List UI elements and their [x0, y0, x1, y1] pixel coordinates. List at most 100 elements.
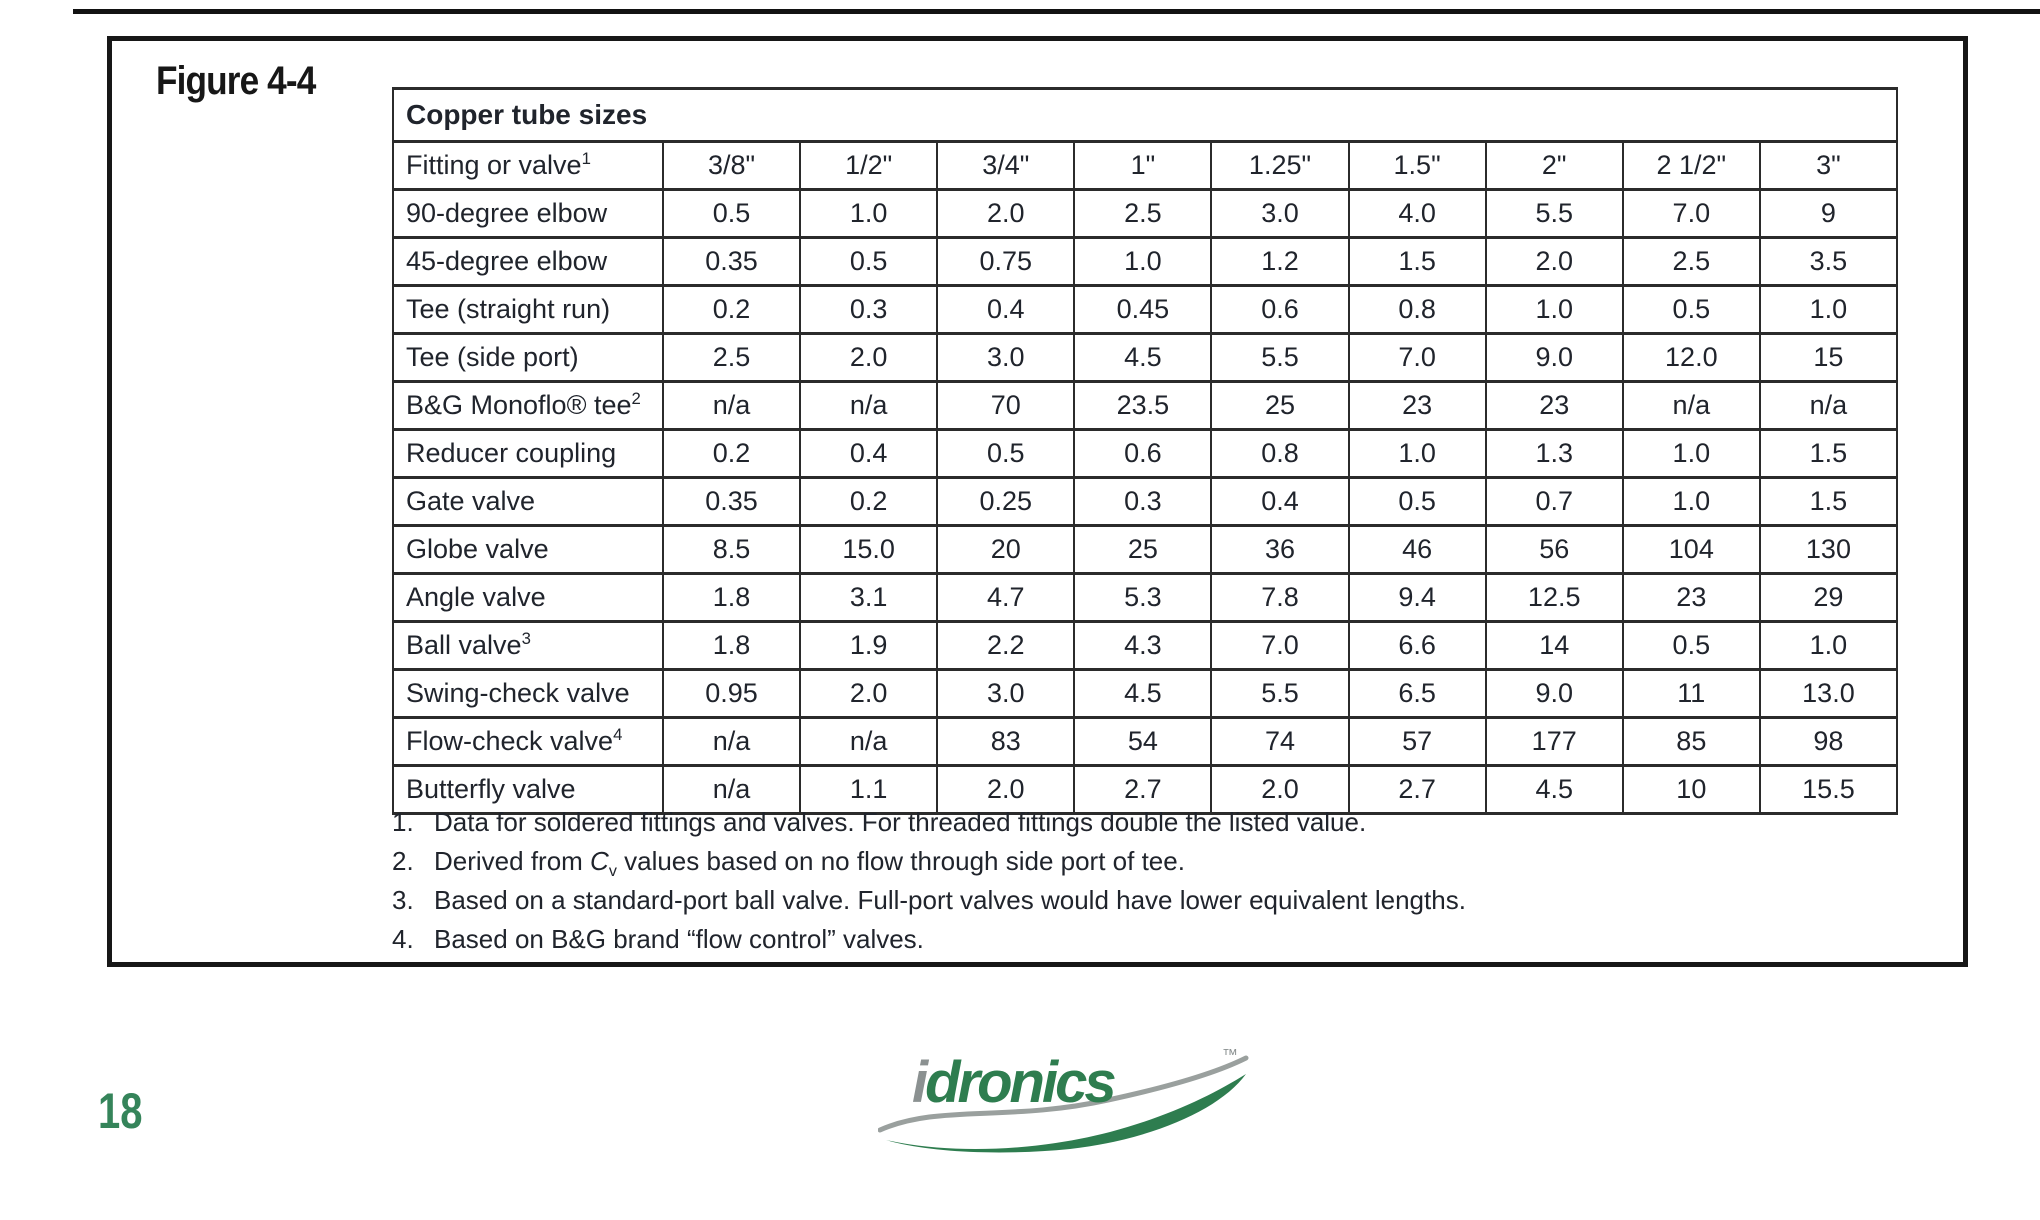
table-cell: 0.75 — [936, 236, 1076, 287]
figure-label: Figure 4-4 — [156, 59, 316, 103]
table-cell: 3.1 — [799, 572, 939, 623]
table-cell: 1.0 — [799, 188, 939, 239]
table-cell: 6.6 — [1347, 620, 1487, 671]
column-header-size: 3" — [1758, 140, 1899, 191]
footnotes: 1. Data for soldered fittings and valves.… — [392, 807, 1842, 963]
footnote-number: 2. — [392, 846, 414, 876]
table-cell: 1.9 — [799, 620, 939, 671]
column-header-size: 2" — [1484, 140, 1624, 191]
table-cell: 85 — [1621, 716, 1761, 767]
footnote-text: Data for soldered fittings and valves. F… — [434, 807, 1367, 837]
row-label: Flow-check valve4 — [392, 716, 664, 767]
table-cell: 0.4 — [936, 284, 1076, 335]
table-cell: 0.5 — [799, 236, 939, 287]
table-cell: 3.0 — [936, 668, 1076, 719]
table-title: Copper tube sizes — [392, 87, 1898, 143]
table-cell: 0.35 — [661, 476, 802, 527]
table-cell: 2.5 — [1073, 188, 1213, 239]
footnote-text: Based on B&G brand “flow control” valves… — [434, 924, 924, 954]
page-number: 18 — [98, 1083, 143, 1139]
page-top-rule — [73, 9, 2040, 14]
table-cell: 1.0 — [1347, 428, 1487, 479]
footnote-number: 4. — [392, 924, 414, 954]
table-cell: 1.5 — [1758, 428, 1899, 479]
table-row: Globe valve 8.5 15.0 20 25 36 46 56 104 130 — [392, 524, 1899, 575]
table-cell: 74 — [1210, 716, 1350, 767]
row-label: 90-degree elbow — [392, 188, 664, 239]
table-cell: 0.45 — [1073, 284, 1213, 335]
table-row: Ball valve3 1.8 1.9 2.2 4.3 7.0 6.6 14 0.5 1.0 — [392, 620, 1899, 671]
row-label: 45-degree elbow — [392, 236, 664, 287]
table-cell: 4.5 — [1484, 764, 1624, 815]
table-cell: 1.2 — [1210, 236, 1350, 287]
table-cell: 0.8 — [1347, 284, 1487, 335]
table-cell: 0.2 — [799, 476, 939, 527]
table-cell: 2.7 — [1073, 764, 1213, 815]
table-cell: 0.6 — [1210, 284, 1350, 335]
table-cell: 5.5 — [1210, 332, 1350, 383]
row-label: Angle valve — [392, 572, 664, 623]
table-cell: 6.5 — [1347, 668, 1487, 719]
footnote: 2. Derived from Cv values based on no flo… — [392, 846, 1842, 881]
table-cell: 0.6 — [1073, 428, 1213, 479]
table-cell: n/a — [661, 764, 802, 815]
table-cell: 0.3 — [1073, 476, 1213, 527]
column-header-size: 1/2" — [799, 140, 939, 191]
row-label: Tee (straight run) — [392, 284, 664, 335]
table-row: 45-degree elbow 0.35 0.5 0.75 1.0 1.2 1.5 2.0 2.… — [392, 236, 1899, 287]
footnote: 1. Data for soldered fittings and valves.… — [392, 807, 1842, 837]
table-cell: 25 — [1073, 524, 1213, 575]
table-cell: 4.3 — [1073, 620, 1213, 671]
row-label: Reducer coupling — [392, 428, 664, 479]
footnote-text: Derived from Cv values based on no flow … — [434, 846, 1185, 881]
column-header-fitting-or-valve: Fitting or valve1 — [392, 140, 664, 191]
table-cell: n/a — [1621, 380, 1761, 431]
table-cell: 104 — [1621, 524, 1761, 575]
table-cell: 0.5 — [1621, 620, 1761, 671]
table-cell: 7.8 — [1210, 572, 1350, 623]
table-cell: n/a — [799, 716, 939, 767]
table-cell: 0.2 — [661, 428, 802, 479]
table-row: Tee (side port) 2.5 2.0 3.0 4.5 5.5 7.0 9.0 12.0… — [392, 332, 1899, 383]
table-cell: 0.4 — [1210, 476, 1350, 527]
table-cell: 1.0 — [1758, 620, 1899, 671]
table-cell: 56 — [1484, 524, 1624, 575]
table-cell: n/a — [661, 380, 802, 431]
table-cell: 2.0 — [936, 188, 1076, 239]
table-cell: 23 — [1484, 380, 1624, 431]
table-cell: 20 — [936, 524, 1076, 575]
logo-swoosh-gray — [877, 1055, 1249, 1133]
table-cell: 0.5 — [936, 428, 1076, 479]
table-cell: 54 — [1073, 716, 1213, 767]
row-label: Swing-check valve — [392, 668, 664, 719]
table-cell: 1.0 — [1484, 284, 1624, 335]
table-cell: 15.5 — [1758, 764, 1899, 815]
table-cell: 2.0 — [799, 668, 939, 719]
footnote: 3. Based on a standard-port ball valve. F… — [392, 885, 1842, 915]
table-cell: 98 — [1758, 716, 1899, 767]
table-title-row: Copper tube sizes — [392, 87, 1898, 143]
table-cell: 12.5 — [1484, 572, 1624, 623]
table-cell: 1.5 — [1347, 236, 1487, 287]
table-cell: 46 — [1347, 524, 1487, 575]
table-row: B&G Monoflo® tee2 n/a n/a 70 23.5 25 23 23 n/a n/… — [392, 380, 1899, 431]
table-cell: n/a — [799, 380, 939, 431]
table-cell: 23 — [1621, 572, 1761, 623]
column-header-size: 2 1/2" — [1621, 140, 1761, 191]
table-cell: 9.0 — [1484, 668, 1624, 719]
table-row: Tee (straight run) 0.2 0.3 0.4 0.45 0.6 0.8 1.0… — [392, 284, 1899, 335]
row-label: B&G Monoflo® tee2 — [392, 380, 664, 431]
table-cell: 9.0 — [1484, 332, 1624, 383]
table-cell: 5.5 — [1484, 188, 1624, 239]
table-cell: 23 — [1347, 380, 1487, 431]
table-cell: 2.5 — [1621, 236, 1761, 287]
table-cell: 25 — [1210, 380, 1350, 431]
table-cell: 2.0 — [1210, 764, 1350, 815]
table-cell: n/a — [1758, 380, 1899, 431]
table-cell: 7.0 — [1347, 332, 1487, 383]
table-cell: 1.1 — [799, 764, 939, 815]
table-cell: 1.0 — [1073, 236, 1213, 287]
table-row: Angle valve 1.8 3.1 4.7 5.3 7.8 9.4 12.5 23 29 — [392, 572, 1899, 623]
table-cell: 1.8 — [661, 620, 802, 671]
logo-swoosh-green — [886, 1074, 1246, 1153]
